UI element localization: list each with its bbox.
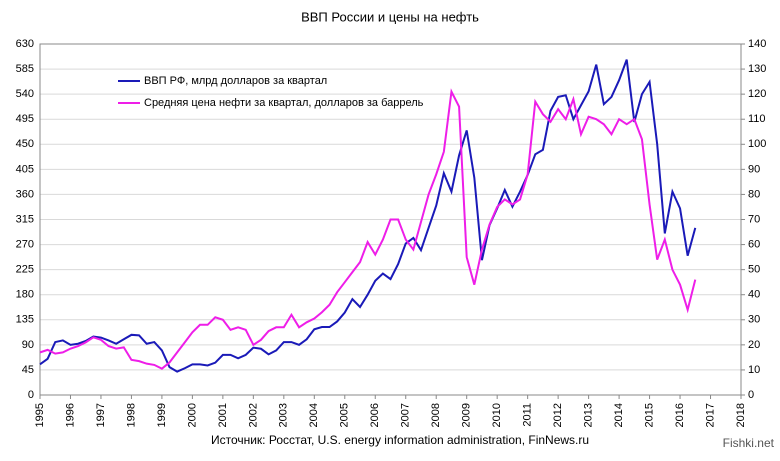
y2-tick-label: 0 xyxy=(748,389,754,401)
x-tick-label: 2017 xyxy=(704,403,716,427)
x-tick-label: 1998 xyxy=(125,403,137,427)
x-tick-label: 2016 xyxy=(674,403,686,427)
series-line xyxy=(39,88,697,370)
x-tick-label: 2014 xyxy=(613,403,625,427)
y-tick-label: 0 xyxy=(28,389,34,401)
y2-tick-label: 90 xyxy=(748,163,760,175)
x-tick-label: 2013 xyxy=(583,403,595,427)
y2-tick-label: 70 xyxy=(748,213,760,225)
legend-label: Средняя цена нефти за квартал, долларов … xyxy=(144,97,424,109)
y-tick-label: 90 xyxy=(22,339,34,351)
y-tick-label: 225 xyxy=(16,264,34,276)
y-tick-label: 585 xyxy=(16,63,34,75)
y-tick-label: 405 xyxy=(16,163,34,175)
y2-tick-label: 140 xyxy=(748,38,766,50)
y2-tick-label: 40 xyxy=(748,289,760,301)
x-tick-label: 2011 xyxy=(522,403,534,427)
x-tick-label: 1996 xyxy=(64,403,76,427)
plot-frame xyxy=(39,43,742,396)
x-tick-label: 1995 xyxy=(34,403,46,427)
y-tick-label: 180 xyxy=(16,289,34,301)
y-tick-label: 540 xyxy=(16,88,34,100)
y-tick-label: 135 xyxy=(16,314,34,326)
x-tick-label: 2000 xyxy=(186,403,198,427)
watermark: Fishki.net xyxy=(723,436,775,450)
chart-title: ВВП России и цены на нефть xyxy=(301,9,479,24)
y2-tick-label: 100 xyxy=(748,138,766,150)
x-tick-label: 2003 xyxy=(278,403,290,427)
x-tick-label: 2002 xyxy=(247,403,259,427)
series-line xyxy=(39,59,697,373)
legend-label: ВВП РФ, млрд долларов за квартал xyxy=(144,75,327,87)
y-tick-label: 450 xyxy=(16,138,34,150)
y2-tick-label: 130 xyxy=(748,63,766,75)
x-tick-label: 2012 xyxy=(552,403,564,427)
x-tick-label: 2006 xyxy=(369,403,381,427)
y-tick-label: 630 xyxy=(16,38,34,50)
y-tick-label: 315 xyxy=(16,213,34,225)
y-tick-label: 495 xyxy=(16,113,34,125)
y2-tick-label: 120 xyxy=(748,88,766,100)
x-tick-label: 1999 xyxy=(156,403,168,427)
x-tick-label: 2008 xyxy=(430,403,442,427)
y2-tick-label: 30 xyxy=(748,314,760,326)
y2-tick-label: 80 xyxy=(748,188,760,200)
x-tick-label: 2001 xyxy=(217,403,229,427)
x-tick-label: 2009 xyxy=(461,403,473,427)
x-tick-label: 2010 xyxy=(491,403,503,427)
x-tick-label: 2004 xyxy=(308,403,320,427)
y2-tick-label: 20 xyxy=(748,339,760,351)
y2-tick-label: 60 xyxy=(748,238,760,250)
y2-tick-label: 110 xyxy=(748,113,766,125)
y-tick-label: 270 xyxy=(16,238,34,250)
source: Источник: Росстат, U.S. energy informati… xyxy=(211,433,589,447)
x-tick-label: 1997 xyxy=(95,403,107,427)
x-tick-label: 2005 xyxy=(339,403,351,427)
y-tick-label: 45 xyxy=(22,364,34,376)
y2-tick-label: 10 xyxy=(748,364,760,376)
x-tick-label: 2015 xyxy=(643,403,655,427)
x-tick-label: 2018 xyxy=(735,403,747,427)
y-tick-label: 360 xyxy=(16,188,34,200)
y2-tick-label: 50 xyxy=(748,264,760,276)
x-tick-label: 2007 xyxy=(400,403,412,427)
